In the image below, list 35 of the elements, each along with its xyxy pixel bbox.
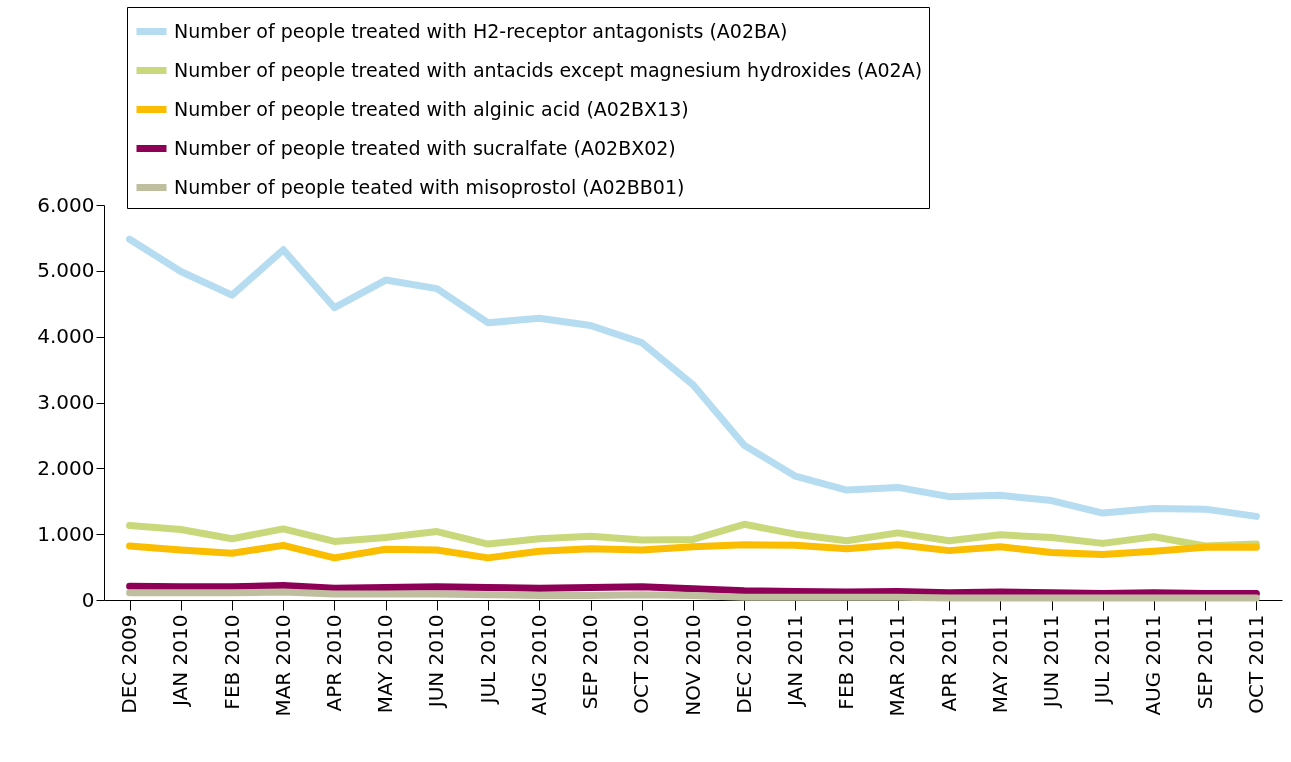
x-tick-label: JAN 2011: [782, 614, 807, 708]
legend-label: Number of people teated with misoprostol (A02BB01): [174, 175, 685, 198]
legend-label: Number of people treated with H2-receptor antagonists (A02BA): [174, 19, 788, 42]
x-tick-label: OCT 2011: [1243, 614, 1268, 714]
legend-label: Number of people treated with sucralfate (A02BX02): [174, 136, 676, 159]
x-tick-label: JUN 2010: [424, 614, 449, 710]
y-tick-label: 4.000: [37, 324, 95, 349]
legend-label: Number of people treated with antacids except magnesium hydroxides (A02A): [174, 58, 923, 81]
x-tick-label: SEP 2010: [578, 614, 603, 710]
y-tick-label: 0: [81, 587, 95, 612]
y-tick-label: 1.000: [37, 521, 95, 546]
x-tick-label: MAR 2010: [270, 614, 295, 717]
x-tick-label: AUG 2010: [526, 614, 551, 716]
x-tick-label: DEC 2009: [117, 614, 142, 714]
y-tick-label: 3.000: [37, 390, 95, 414]
x-tick-label: JAN 2010: [168, 614, 193, 708]
legend-label: Number of people treated with alginic acid (A02BX13): [174, 97, 689, 120]
y-tick-label: 5.000: [37, 258, 95, 283]
y-tick-label: 6.000: [37, 192, 95, 217]
x-tick-label: DEC 2010: [731, 614, 756, 714]
x-tick-label: MAY 2011: [987, 614, 1012, 714]
y-tick-label: 2.000: [37, 455, 95, 480]
x-tick-label: JUN 2011: [1039, 614, 1064, 710]
x-tick-label: NOV 2010: [680, 614, 705, 716]
x-tick-label: APR 2010: [321, 614, 346, 712]
x-tick-label: MAY 2010: [373, 614, 398, 714]
x-tick-label: JUL 2010: [475, 614, 500, 706]
x-tick-label: JUL 2011: [1090, 614, 1115, 706]
x-tick-label: FEB 2011: [834, 614, 859, 710]
x-tick-label: MAR 2011: [885, 614, 910, 717]
x-tick-label: SEP 2011: [1192, 614, 1217, 710]
x-tick-label: OCT 2010: [629, 614, 654, 714]
x-tick-label: APR 2011: [936, 614, 961, 712]
x-tick-label: FEB 2010: [219, 614, 244, 710]
x-tick-label: AUG 2011: [1141, 614, 1166, 716]
